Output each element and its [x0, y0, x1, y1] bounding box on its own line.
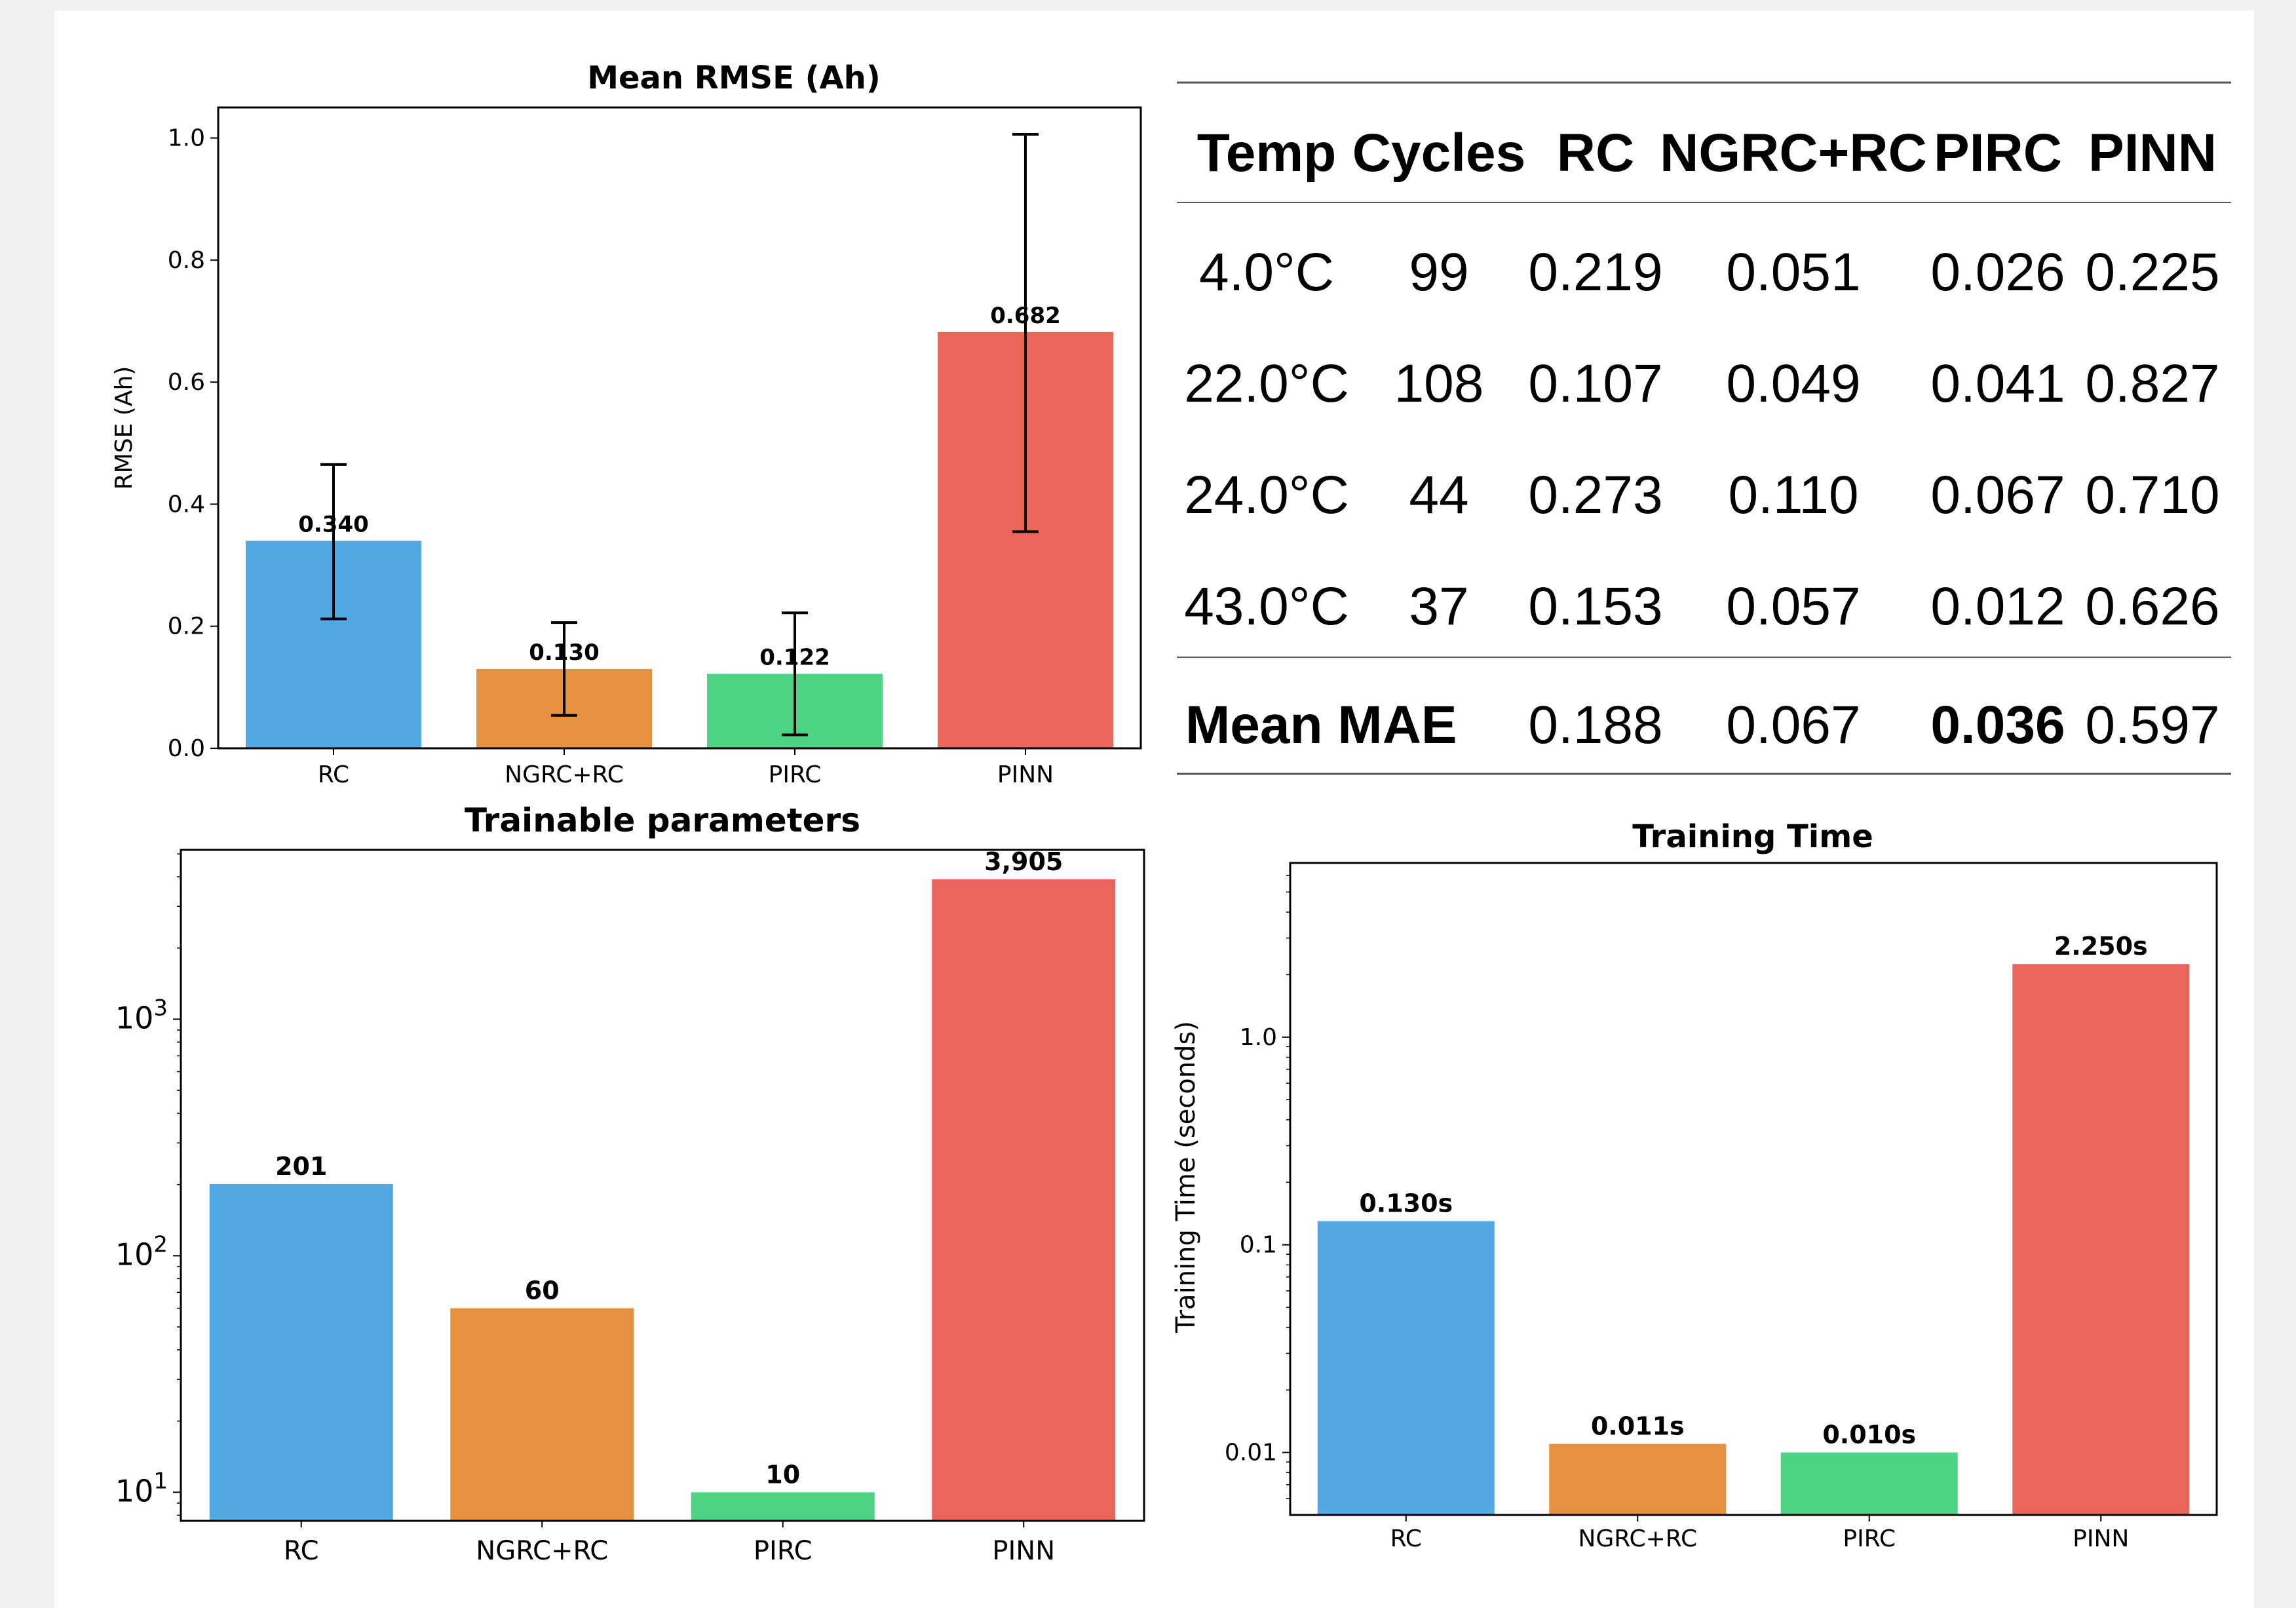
data-label: 3,905	[984, 847, 1063, 876]
chart-title: Training Time	[1632, 818, 1873, 855]
bar-pirc	[691, 1492, 875, 1521]
data-label: 0.010s	[1822, 1421, 1916, 1449]
table-cell: 0.051	[1726, 242, 1860, 302]
x-tick-label: RC	[318, 761, 349, 788]
table-cell: 0.110	[1728, 465, 1858, 525]
table-cell: 108	[1394, 354, 1484, 413]
x-tick-label: PIRC	[1843, 1525, 1896, 1552]
table-header-cell: Temp	[1197, 123, 1337, 183]
y-tick-label: 101	[115, 1468, 168, 1508]
table-cell: 0.012	[1930, 577, 2065, 636]
plot-frame	[180, 849, 1145, 1522]
x-tick-label: PINN	[997, 761, 1054, 788]
table-cell: 0.153	[1528, 577, 1662, 636]
x-tick-label: PIRC	[769, 761, 822, 788]
table-cell: 0.067	[1930, 465, 2065, 525]
table-header-cell: RC	[1557, 123, 1634, 183]
plot-frame	[1289, 862, 2218, 1516]
x-tick-label: PINN	[992, 1536, 1055, 1566]
y-tick-label: 0.0	[168, 735, 205, 762]
data-label: 0.011s	[1591, 1411, 1685, 1440]
table-cell: 0.026	[1930, 242, 2065, 302]
summary-cell: 0.188	[1528, 695, 1662, 755]
bar-rc	[209, 1183, 393, 1521]
x-tick-label: NGRC+RC	[505, 761, 624, 788]
chart-title: Trainable parameters	[465, 801, 860, 839]
table-header-cell: Cycles	[1352, 123, 1525, 183]
y-tick-label: 0.8	[168, 247, 205, 274]
table-cell: 0.219	[1528, 242, 1662, 302]
bar-ngrc-rc	[1549, 1444, 1727, 1515]
table-header-cell: PIRC	[1934, 123, 2062, 183]
y-tick-label: 0.1	[1240, 1232, 1277, 1259]
chart-title: Mean RMSE (Ah)	[587, 60, 881, 96]
chart-params: Trainable parameters 201 RC 60 NGRC+RC 10 PIRC…	[115, 801, 1145, 1566]
chart-rmse: Mean RMSE (Ah)RMSE (Ah)0.340RC0.130NGRC+…	[111, 60, 1142, 788]
bar-ngrc-rc	[450, 1308, 634, 1521]
table-cell: 0.827	[2085, 354, 2219, 413]
y-tick-label: 0.2	[168, 613, 205, 640]
table-cell: 0.225	[2085, 242, 2219, 302]
x-tick-label: PINN	[2073, 1525, 2129, 1552]
figure-canvas: Mean RMSE (Ah)RMSE (Ah)0.340RC0.130NGRC+…	[111, 60, 2231, 1566]
table-cell: 43.0°C	[1184, 577, 1349, 636]
table-cell: 0.273	[1528, 465, 1662, 525]
data-label: 201	[275, 1152, 327, 1181]
table-cell: 24.0°C	[1184, 465, 1349, 525]
table-cell: 44	[1409, 465, 1468, 525]
bar-rc	[1317, 1221, 1495, 1515]
results-table: Temp Cycles RC NGRC+RC PIRC PINN 4.0°C 99 0.219 0…	[1177, 81, 2231, 775]
y-tick-label: 1.0	[168, 125, 205, 152]
bar-pinn	[932, 879, 1116, 1521]
x-tick-label: NGRC+RC	[1578, 1525, 1697, 1552]
table-cell: 0.710	[2085, 465, 2219, 525]
data-label: 2.250s	[2054, 932, 2148, 961]
y-tick-label: 103	[115, 995, 168, 1035]
table-cell: 99	[1409, 242, 1468, 302]
table-cell: 0.049	[1726, 354, 1860, 413]
chart-time: Training Time Training Time (seconds) 0.13…	[1171, 818, 2218, 1552]
table-header-cell: PINN	[2088, 123, 2217, 183]
y-tick-label: 0.01	[1225, 1440, 1277, 1466]
data-label: 60	[525, 1276, 560, 1305]
y-axis-label: Training Time (seconds)	[1171, 1021, 1201, 1333]
y-tick-label: 102	[115, 1231, 168, 1272]
table-cell: 4.0°C	[1199, 242, 1334, 302]
table-cell: 37	[1409, 577, 1468, 636]
y-tick-label: 1.0	[1240, 1024, 1277, 1051]
bar-pinn	[2012, 964, 2190, 1515]
x-tick-label: RC	[1390, 1525, 1422, 1552]
table-header-cell: NGRC+RC	[1660, 123, 1927, 183]
summary-label: Mean MAE	[1185, 695, 1457, 755]
y-axis-label: RMSE (Ah)	[111, 366, 138, 490]
figure: Mean RMSE (Ah) RMSE (Ah) 0.340 RC 0.130 NGRC+…	[54, 10, 2254, 1608]
y-tick-label: 0.4	[168, 491, 205, 518]
x-tick-label: RC	[284, 1536, 319, 1566]
table-cell: 22.0°C	[1184, 354, 1349, 413]
data-label: 0.130s	[1359, 1189, 1453, 1218]
x-tick-label: NGRC+RC	[476, 1536, 608, 1566]
bar-pirc	[1780, 1452, 1958, 1515]
table-cell: 0.107	[1528, 354, 1662, 413]
summary-cell: 0.067	[1726, 695, 1860, 755]
table-cell: 0.041	[1930, 354, 2065, 413]
table-cell: 0.057	[1726, 577, 1860, 636]
plot-frame	[217, 106, 1142, 750]
table-cell: 0.626	[2085, 577, 2219, 636]
y-tick-label: 0.6	[168, 369, 205, 396]
summary-cell: 0.597	[2085, 695, 2219, 755]
summary-cell: 0.036	[1930, 695, 2065, 755]
x-tick-label: PIRC	[754, 1536, 813, 1566]
data-label: 10	[765, 1460, 800, 1489]
